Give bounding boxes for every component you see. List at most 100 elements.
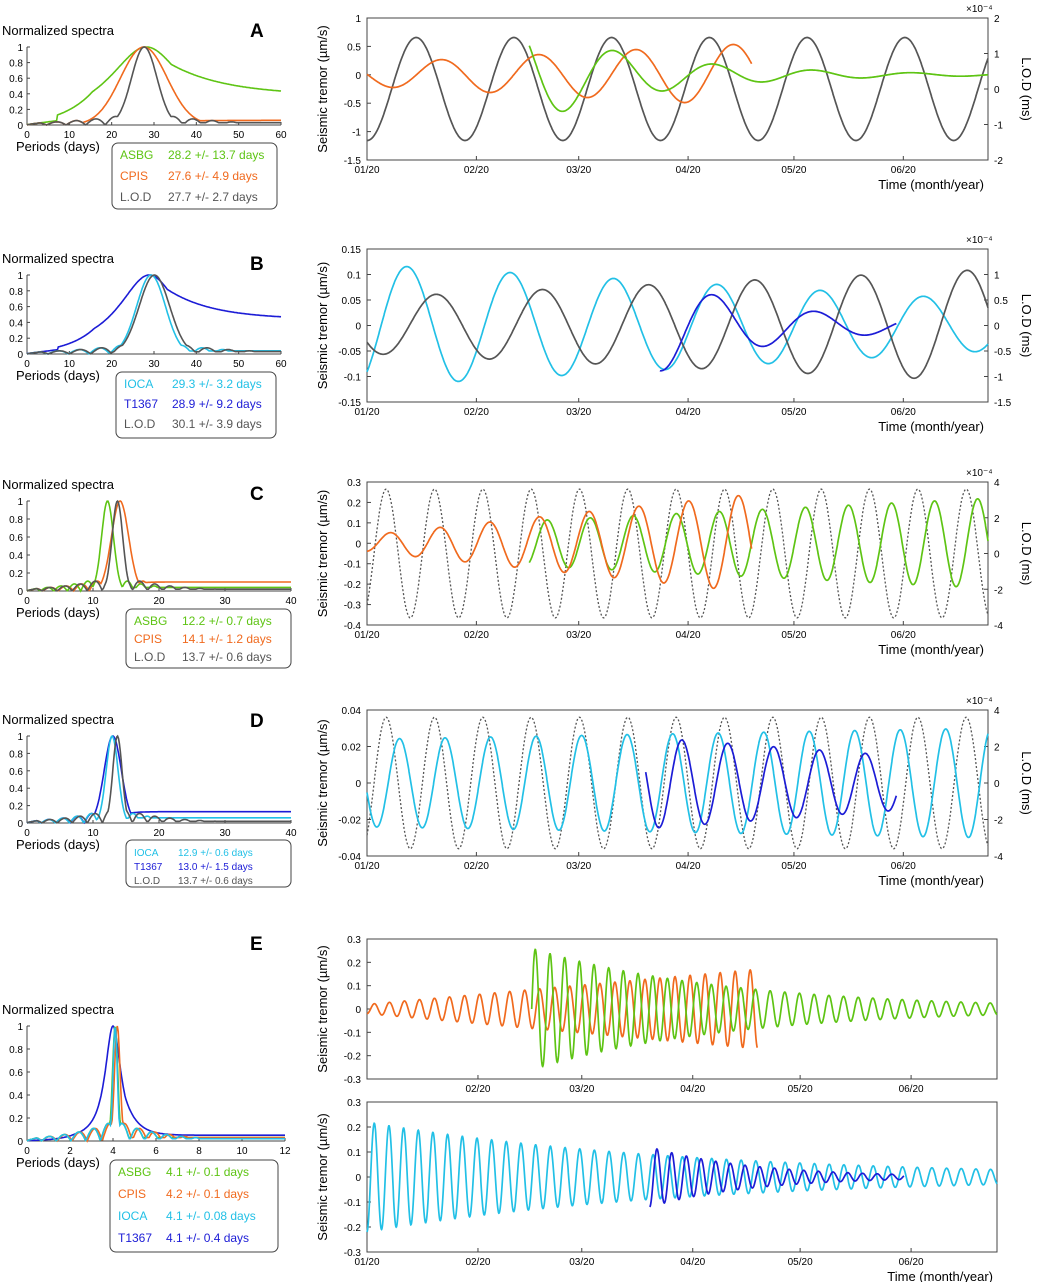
spectrum-line-asbg [26, 1026, 285, 1142]
legend-value: 12.2 +/- 0.7 days [182, 614, 272, 628]
y-tick-label: -0.05 [338, 347, 361, 358]
legend-value: 29.3 +/- 3.2 days [172, 377, 262, 391]
timeseries-plot-E-bottom: -0.3 -0.2 -0.1 0 0.1 0.2 0.3 Seismic tremor (µm… [315, 1098, 998, 1282]
y-tick-label: 1 [17, 43, 23, 54]
y-tick-label: -0.1 [344, 1028, 362, 1039]
legend-value: 13.7 +/- 0.6 days [182, 650, 272, 664]
y2-tick-label: -4 [994, 621, 1003, 632]
legend-name: CPIS [118, 1187, 146, 1201]
legend-value: 4.2 +/- 0.1 days [166, 1187, 249, 1201]
y-tick-label: 0.4 [9, 551, 23, 562]
legend-name: T1367 [118, 1231, 152, 1245]
series-line-lod [366, 269, 989, 380]
spectrum-line-cpis [26, 1025, 285, 1143]
y-tick-label: 0.02 [342, 743, 362, 754]
y-tick-label: 0.6 [9, 533, 23, 544]
x-tick-label: 06/20 [891, 630, 916, 641]
y2-tick-label: 0 [994, 550, 1000, 561]
y-tick-label: 0.04 [342, 706, 362, 717]
y-tick-label: 0.2 [347, 498, 361, 509]
x-tick-label: 40 [285, 828, 297, 839]
legend-box [125, 839, 292, 888]
spectrum-line-lod [26, 46, 281, 126]
x-tick-label: 20 [153, 828, 165, 839]
panel-label-b: B [250, 254, 264, 275]
legend-name: T1367 [124, 397, 158, 411]
y-tick-label: 0.4 [9, 1091, 23, 1102]
x-tick-label: 01/20 [354, 407, 379, 418]
y-axis-label: Seismic tremor (µm/s) [315, 262, 330, 389]
y-tick-label: -0.5 [344, 99, 362, 110]
x-tick-label: 05/20 [781, 165, 806, 176]
legend-value: 13.0 +/- 1.5 days [178, 862, 253, 873]
x-tick-label: 10 [64, 130, 76, 141]
panel-label-a: A [250, 21, 264, 42]
y-tick-label: -0.02 [338, 816, 361, 827]
x-axis-label: Periods (days) [16, 1155, 100, 1170]
x-tick-label: 04/20 [676, 861, 701, 872]
spectrum-line-cpis [26, 500, 291, 593]
y-tick-label: 0.8 [9, 59, 23, 70]
x-tick-label: 10 [64, 359, 76, 370]
x-tick-label: 30 [148, 359, 160, 370]
x-tick-label: 04/20 [676, 165, 701, 176]
y-tick-label: 0.8 [9, 1045, 23, 1056]
y-tick-label: 0.8 [9, 749, 23, 760]
x-tick-label: 20 [106, 130, 118, 141]
legend-name: IOCA [124, 377, 153, 391]
x-tick-label: 05/20 [788, 1084, 813, 1095]
x-tick-label: 4 [110, 1146, 116, 1157]
y2-tick-label: 1 [994, 50, 1000, 61]
x-tick-label: 30 [148, 130, 160, 141]
legend-value: 28.2 +/- 13.7 days [168, 148, 264, 162]
legend-name: CPIS [120, 169, 148, 183]
x-axis-label: Periods (days) [16, 139, 100, 154]
x-tick-label: 06/20 [891, 407, 916, 418]
legend-box [109, 1159, 279, 1253]
y2-tick-label: 2 [994, 514, 1000, 525]
y2-tick-label: -2 [994, 816, 1003, 827]
legend-value: 30.1 +/- 3.9 days [172, 417, 262, 431]
x-tick-label: 03/20 [566, 165, 591, 176]
x-tick-label: 05/20 [781, 630, 806, 641]
y2-tick-label: 0 [994, 779, 1000, 790]
x-tick-label: 02/20 [464, 407, 489, 418]
x-tick-label: 02/20 [464, 165, 489, 176]
x-tick-label: 60 [275, 359, 287, 370]
x-tick-label: 30 [219, 828, 231, 839]
y-axis-label: Seismic tremor (µm/s) [315, 490, 330, 617]
y2-tick-label: 0 [994, 322, 1000, 333]
x-tick-label: 01/20 [354, 630, 379, 641]
legend-value: 4.1 +/- 0.4 days [166, 1231, 249, 1245]
x-tick-label: 0 [24, 596, 30, 607]
x-axis-label: Periods (days) [16, 368, 100, 383]
y-tick-label: 0.3 [347, 478, 361, 489]
spectra-title: Normalized spectra [2, 477, 115, 492]
y-tick-label: 0 [355, 1005, 361, 1016]
y-tick-label: 0.2 [347, 958, 361, 969]
series-line-lod [366, 488, 989, 619]
y2-tick-label: 4 [994, 706, 1000, 717]
y-tick-label: 0.8 [9, 515, 23, 526]
x-tick-label: 01/20 [354, 1257, 379, 1268]
x-tick-label: 0 [24, 1146, 30, 1157]
series-line-asbg [528, 45, 989, 113]
y2-tick-label: 4 [994, 478, 1000, 489]
y-tick-label: -0.3 [344, 1248, 362, 1259]
panel-label-c: C [250, 484, 264, 505]
series-line-cpis [366, 43, 753, 104]
x-axis-label: Time (month/year) [878, 177, 984, 192]
spectrum-line-asbg [26, 500, 291, 593]
y-tick-label: 0.3 [347, 935, 361, 946]
legend-name: IOCA [118, 1209, 147, 1223]
legend-name: ASBG [120, 148, 153, 162]
x-tick-label: 12 [279, 1146, 291, 1157]
y2-tick-label: 1 [994, 271, 1000, 282]
y-tick-label: 0 [17, 350, 23, 361]
x-axis-label: Periods (days) [16, 605, 100, 620]
x-tick-label: 03/20 [566, 407, 591, 418]
y-axis-label: Seismic tremor (µm/s) [315, 719, 330, 846]
spectrum-line-lod [26, 734, 291, 824]
x-tick-label: 40 [285, 596, 297, 607]
